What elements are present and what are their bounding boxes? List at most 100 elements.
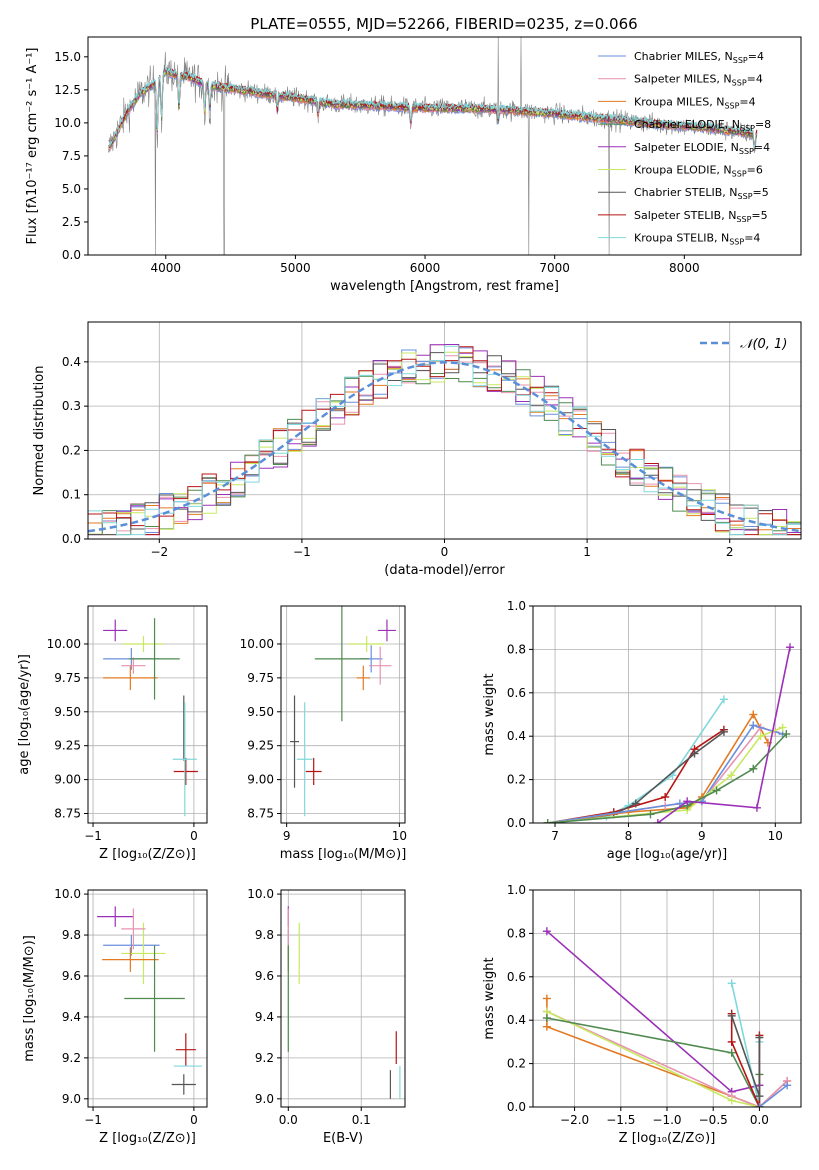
data-point (172, 702, 197, 817)
y-tick-label: 10.0 (54, 116, 81, 130)
x-tick-label: 4000 (151, 261, 182, 275)
histogram-7 (88, 346, 801, 536)
y-tick-label: 9.25 (247, 739, 274, 753)
weight-marker (755, 1103, 764, 1107)
legend-entry: Kroupa ELODIE, NSSP=6 (634, 164, 763, 179)
grid-lines (88, 606, 207, 823)
x-axis-label: E(B-V) (323, 1131, 363, 1146)
plot-area (103, 618, 198, 817)
x-tick-label: 7000 (539, 261, 570, 275)
plot-area (287, 906, 401, 1099)
y-axis-label: Flux [fλ10⁻¹⁷ erg cm⁻² s⁻¹ A⁻¹] (25, 48, 40, 245)
weight-line-3 (547, 733, 787, 823)
data-point (171, 1074, 196, 1095)
y-tick-label: 9.8 (255, 928, 274, 942)
y-axis-label: mass weight (482, 673, 497, 755)
x-tick-label: 6000 (410, 261, 441, 275)
x-tick-label: −2.0 (560, 1113, 589, 1127)
x-tick-label: 0.0 (750, 1113, 769, 1127)
y-tick-label: 5.0 (62, 182, 81, 196)
weight-line-4 (546, 930, 761, 1107)
legend-entry: Kroupa MILES, NSSP=4 (634, 95, 756, 110)
plot-area (88, 344, 801, 536)
data-point (129, 618, 180, 700)
weight-marker (719, 695, 728, 704)
y-tick-label: 2.5 (62, 215, 81, 229)
y-tick-label: 10.0 (247, 887, 274, 901)
y-tick-label: 10.00 (240, 637, 274, 651)
y-tick-label: 0.8 (507, 642, 526, 656)
data-point (103, 935, 160, 956)
legend: Chabrier MILES, NSSP=4 Salpeter MILES, NS… (598, 50, 771, 247)
x-tick-label: −1.5 (606, 1113, 635, 1127)
y-tick-label: 0.6 (507, 686, 526, 700)
x-tick-label: 0.1 (352, 1113, 371, 1127)
weight-marker (727, 1011, 736, 1020)
x-tick-label: 0 (441, 545, 449, 559)
legend-entry: Salpeter STELIB, NSSP=5 (634, 209, 768, 224)
weight-marker (727, 1048, 736, 1057)
weight-marker (653, 819, 662, 823)
y-tick-label: 0.8 (507, 926, 526, 940)
weight-line-6 (730, 1015, 761, 1097)
axes-frame (87, 36, 802, 256)
panel-residuals: −2 −1 0 1 2 0.0 0.1 0.2 0.3 0.4 (data-model)/error… (32, 321, 802, 578)
y-tick-label: 10.00 (47, 637, 81, 651)
y-axis-label: age [log₁₀(age/yr)] (17, 654, 32, 775)
x-tick-label: −0.5 (699, 1113, 728, 1127)
x-tick-label: 8000 (669, 261, 700, 275)
weight-marker (755, 1033, 764, 1042)
weight-marker (756, 732, 765, 741)
data-point (103, 619, 128, 642)
x-tick-label: 2 (726, 545, 734, 559)
y-tick-label: 0.0 (507, 816, 526, 830)
y-tick-label: 9.0 (62, 1092, 81, 1106)
grid-lines (281, 890, 405, 1107)
weight-marker (785, 643, 794, 652)
x-tick-label: 8 (625, 829, 633, 843)
y-tick-label: 9.6 (255, 969, 274, 983)
x-axis-label: Z [log₁₀(Z/Z⊙)] (99, 847, 196, 862)
histogram-8 (88, 345, 801, 536)
plot-area (542, 927, 792, 1107)
data-point (305, 757, 322, 786)
plot-area (97, 906, 202, 1095)
y-tick-label: 10.0 (54, 887, 81, 901)
weight-marker (727, 1037, 736, 1046)
weight-line-1 (546, 1010, 788, 1107)
x-axis-label: mass [log₁₀(M/M⊙)] (280, 847, 407, 862)
y-tick-label: 9.2 (255, 1051, 274, 1065)
y-tick-label: 9.4 (255, 1010, 274, 1024)
x-tick-label: −1.0 (652, 1113, 681, 1127)
plot-area (290, 606, 396, 817)
weight-marker (631, 799, 640, 808)
data-point (121, 922, 166, 985)
weight-marker (752, 803, 761, 812)
y-tick-label: 0.4 (507, 729, 526, 743)
data-point (124, 945, 185, 1052)
weight-marker (727, 1096, 736, 1105)
weight-marker (646, 810, 655, 819)
data-point (377, 619, 396, 642)
x-tick-label: 1 (583, 545, 591, 559)
data-point (173, 757, 198, 786)
y-tick-label: 9.00 (54, 773, 81, 787)
data-point (102, 947, 159, 972)
data-point (356, 665, 371, 691)
y-tick-label: 0.0 (62, 532, 81, 546)
data-point (290, 695, 300, 788)
panel-age-vs-mass: 9 10 8.75 9.00 9.25 9.50 9.75 10.00 mass [log₁₀(… (240, 605, 407, 862)
x-tick-label: 9 (283, 829, 291, 843)
weight-marker (727, 771, 736, 780)
x-tick-label: 9 (698, 829, 706, 843)
legend-entry: Salpeter MILES, NSSP=4 (634, 73, 763, 88)
x-tick-label: 0 (190, 1113, 198, 1127)
model-8 (108, 65, 758, 149)
y-tick-label: 9.0 (255, 1092, 274, 1106)
legend-entry: Chabrier ELODIE, NSSP=8 (634, 118, 771, 133)
y-tick-label: 0.2 (507, 773, 526, 787)
y-tick-label: 9.6 (62, 969, 81, 983)
weight-line-0 (758, 1084, 788, 1107)
weight-marker (749, 710, 758, 719)
